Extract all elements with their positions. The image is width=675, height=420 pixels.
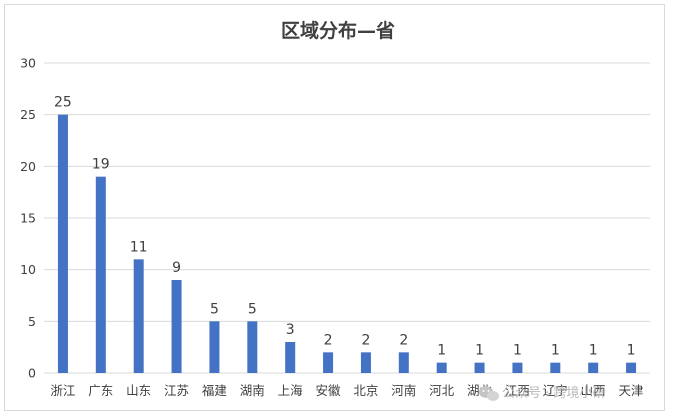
- bar: [133, 259, 144, 373]
- data-label: 5: [248, 301, 257, 317]
- x-tick-label: 福建: [202, 383, 228, 398]
- data-label: 1: [513, 343, 522, 359]
- bar: [57, 114, 68, 374]
- bar: [95, 176, 106, 373]
- y-tick-label: 10: [20, 262, 36, 277]
- data-label: 3: [286, 322, 295, 338]
- bar: [171, 280, 182, 373]
- x-tick-label: 上海: [278, 383, 304, 398]
- x-tick-label: 广东: [88, 383, 113, 398]
- bar: [360, 352, 371, 373]
- x-tick-label: 辽宁: [543, 383, 568, 398]
- data-label: 9: [172, 260, 181, 276]
- bar: [323, 352, 334, 373]
- y-tick-label: 0: [28, 366, 36, 381]
- data-label: 11: [130, 239, 148, 255]
- bar: [512, 362, 523, 373]
- y-tick-label: 15: [20, 211, 36, 226]
- bar: [398, 352, 409, 373]
- bar: [436, 362, 447, 373]
- x-tick-label: 江西: [505, 383, 530, 398]
- bar: [550, 362, 561, 373]
- x-tick-label: 安徽: [316, 383, 342, 398]
- y-tick-label: 25: [20, 107, 36, 122]
- x-tick-label: 湖南: [240, 383, 265, 398]
- bar: [626, 362, 637, 373]
- bar: [285, 342, 296, 373]
- wechat-icon: [479, 386, 499, 401]
- bar: [474, 362, 485, 373]
- watermark-text: 公众号 · 跨境小研: [502, 386, 605, 401]
- data-label: 19: [92, 157, 110, 173]
- data-label: 1: [475, 343, 484, 359]
- x-axis-ticks: 浙江广东山东江苏福建湖南上海安徽北京河南河北湖北江西辽宁山西天津: [50, 383, 643, 398]
- gridlines: [44, 62, 650, 374]
- data-label: 2: [361, 332, 370, 348]
- bar: [247, 321, 258, 373]
- x-tick-label: 浙江: [50, 383, 75, 398]
- data-label: 1: [437, 343, 446, 359]
- data-label: 1: [551, 343, 560, 359]
- bars: [57, 114, 637, 374]
- data-label: 2: [399, 332, 408, 348]
- watermark: 公众号 · 跨境小研: [479, 386, 605, 401]
- data-label: 2: [324, 332, 333, 348]
- x-tick-label: 北京: [353, 383, 378, 398]
- bar: [209, 321, 220, 373]
- data-label: 25: [54, 95, 72, 111]
- x-tick-label: 河北: [429, 383, 455, 398]
- y-tick-label: 30: [20, 56, 36, 71]
- bar: [588, 362, 599, 373]
- x-tick-label: 山西: [581, 383, 606, 398]
- data-label: 5: [210, 301, 219, 317]
- chart-frame: [4, 4, 665, 411]
- x-tick-label: 河南: [391, 383, 416, 398]
- x-tick-label: 天津: [619, 383, 644, 398]
- y-tick-label: 20: [20, 159, 36, 174]
- data-label: 1: [627, 343, 636, 359]
- x-tick-label: 山东: [126, 383, 151, 398]
- y-axis-ticks: 0 5 10 15 20 25 30: [20, 56, 36, 381]
- x-tick-label: 江苏: [164, 383, 189, 398]
- y-tick-label: 5: [28, 314, 36, 329]
- data-label: 1: [589, 343, 598, 359]
- chart-title: 区域分布—省: [281, 19, 395, 42]
